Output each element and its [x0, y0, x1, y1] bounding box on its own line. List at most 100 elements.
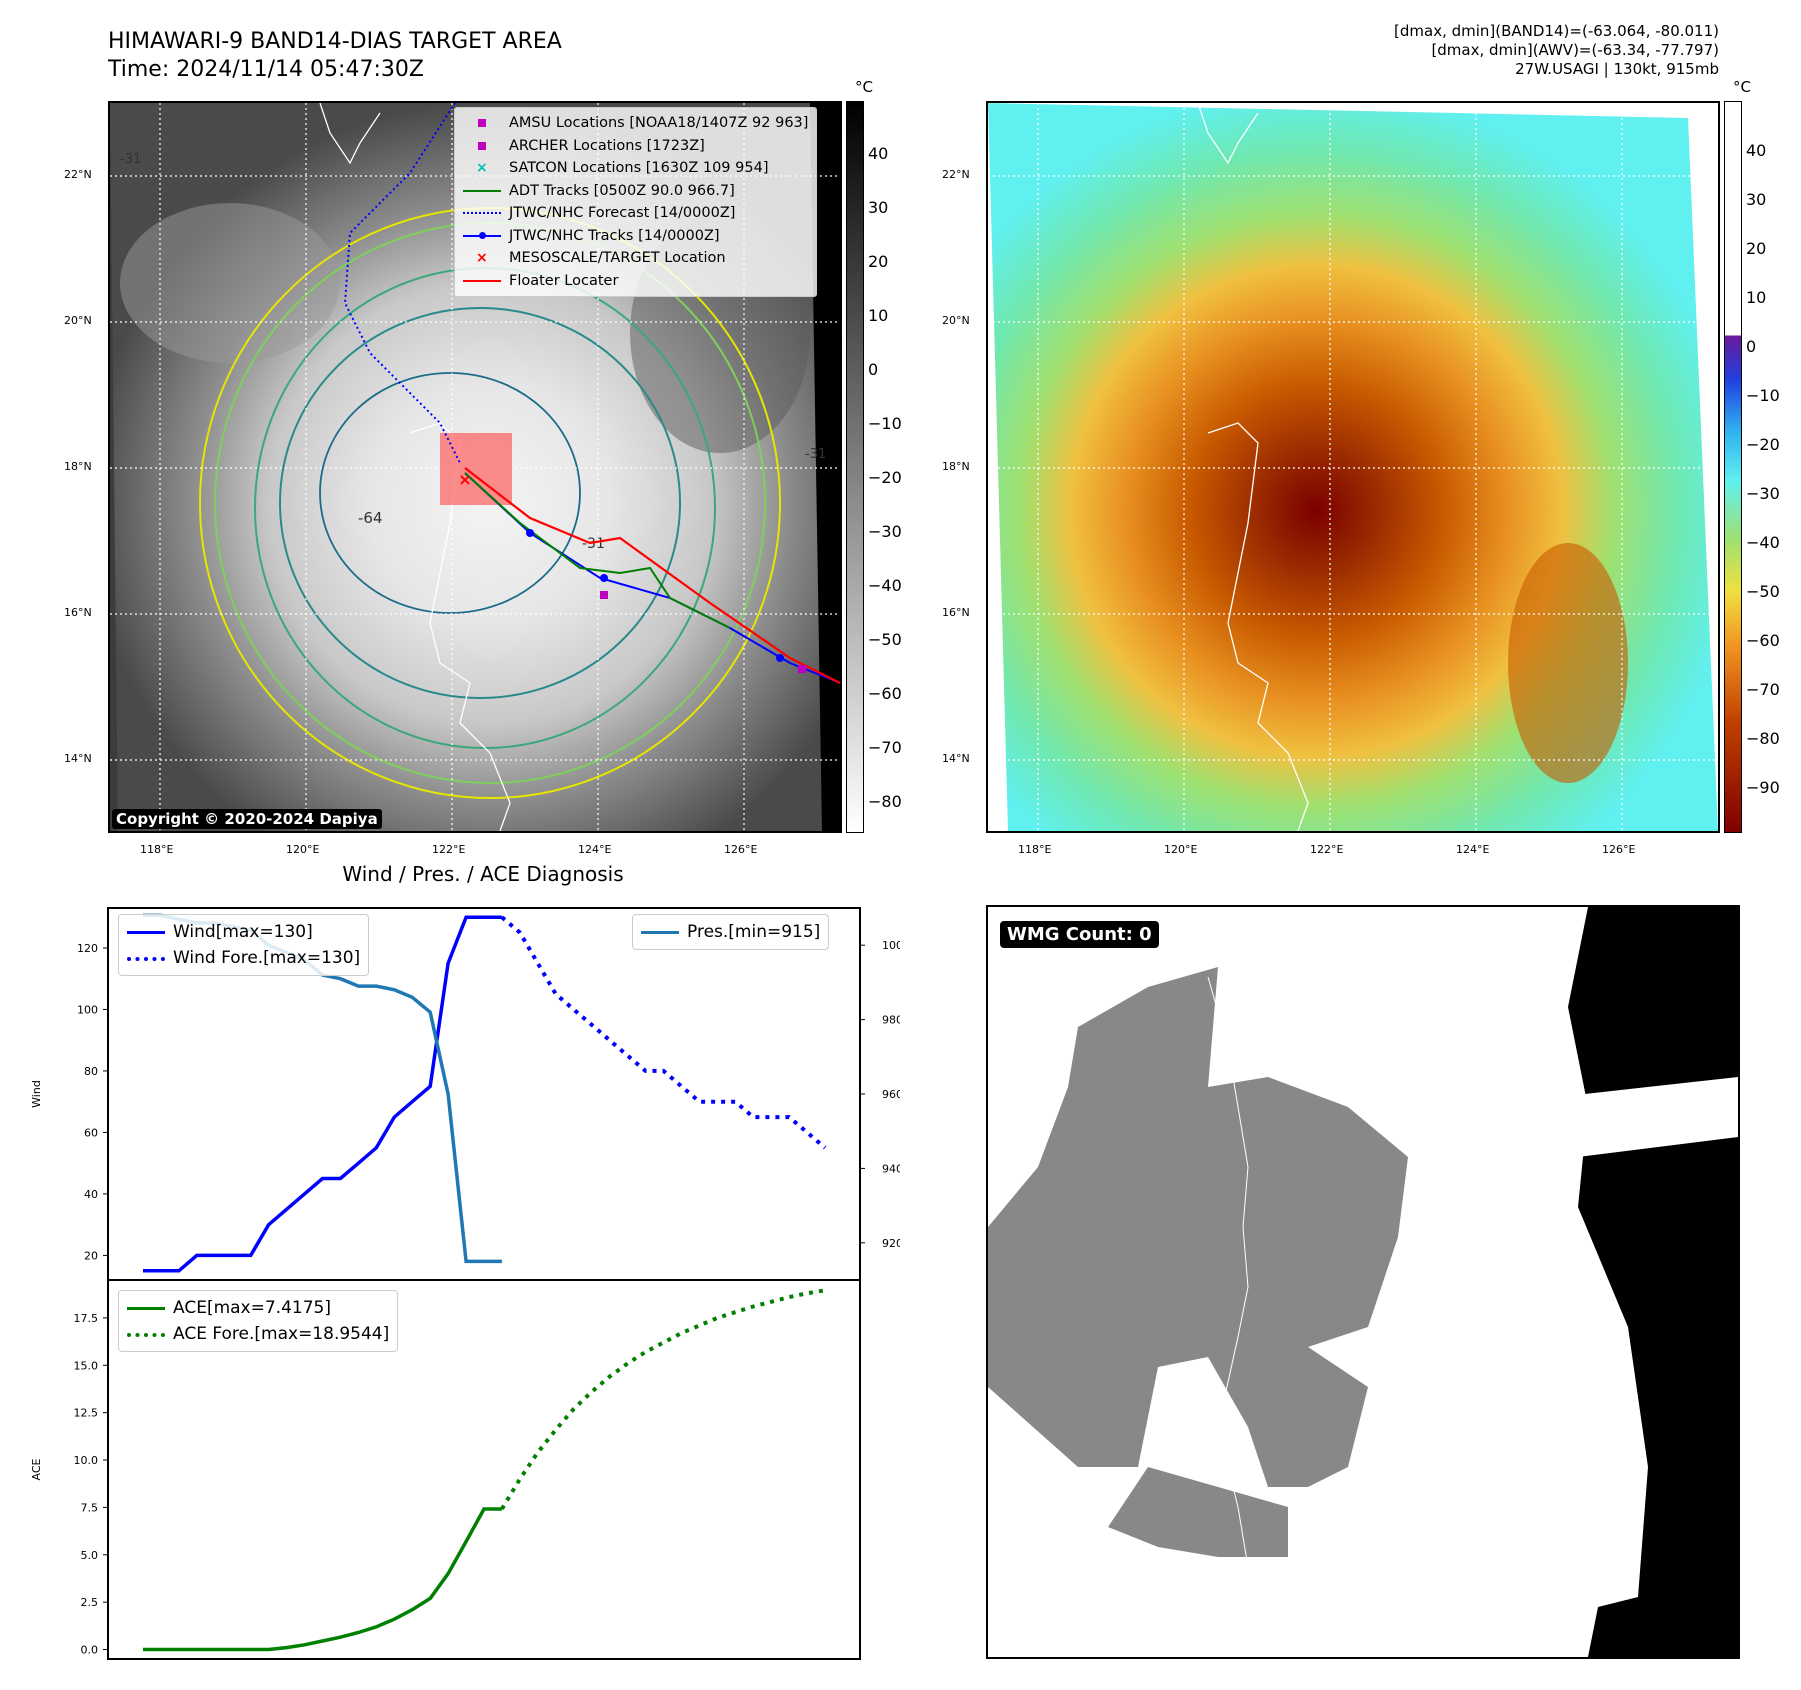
colorbar-tick: 30	[1746, 190, 1767, 209]
colorbar-tick: 20	[868, 252, 889, 271]
adt-track	[464, 472, 731, 629]
legend-item-pressure: Pres.[min=915]	[641, 919, 820, 945]
wmg-count-badge: WMG Count: 0	[1000, 921, 1159, 948]
legend-label: Wind Fore.[max=130]	[173, 948, 361, 968]
x-marker-icon: ×	[476, 250, 488, 267]
colorbar-tick: −50	[1746, 582, 1780, 601]
y-right-tick-label: 980	[882, 1014, 900, 1027]
jtwc-track-point	[526, 529, 534, 537]
lat-label: 16°N	[64, 606, 92, 619]
legend-label: ADT Tracks [0500Z 90.0 966.7]	[509, 182, 735, 199]
line-icon	[127, 1301, 165, 1315]
legend-label: ACE[max=7.4175]	[173, 1298, 331, 1318]
y-right-tick-label: 940	[882, 1162, 900, 1175]
y-tick-label: 60	[84, 1126, 98, 1139]
wmg-gray-region	[1108, 1467, 1288, 1557]
colorbar-tick: 40	[868, 144, 889, 163]
contour-inner	[319, 372, 581, 614]
x-marker-icon: ×	[476, 160, 488, 177]
lat-label: 14°N	[942, 752, 970, 765]
legend-label: JTWC/NHC Tracks [14/0000Z]	[509, 227, 720, 244]
legend-label: Floater Locater	[509, 272, 619, 289]
colorbar-tick: −20	[1746, 435, 1780, 454]
lon-label: 126°E	[724, 843, 758, 856]
legend-item-satcon: × SATCON Locations [1630Z 109 954]	[463, 157, 808, 180]
colorbar-tick: −90	[1746, 778, 1780, 797]
wmg-clear-band	[1558, 1077, 1738, 1157]
legend-item-archer: ARCHER Locations [1723Z]	[463, 135, 808, 158]
y-tick-label: 0.0	[81, 1644, 99, 1657]
map-legend: AMSU Locations [NOAA18/1407Z 92 963] ARC…	[454, 107, 818, 297]
series-line-ace-fore-	[500, 1288, 826, 1511]
colorbar-tick: −80	[1746, 729, 1780, 748]
colorbar-tick: −60	[1746, 631, 1780, 650]
y-tick-label: 80	[84, 1065, 98, 1078]
legend-item-ace: ACE[max=7.4175]	[127, 1295, 389, 1321]
series-line-ace	[143, 1507, 502, 1652]
ir-colorbar-unit: °C	[855, 78, 873, 96]
copyright-badge: Copyright © 2020-2024 Dapiya	[112, 809, 382, 829]
legend-item-adt: ADT Tracks [0500Z 90.0 966.7]	[463, 180, 808, 203]
colorbar-tick: −50	[868, 630, 902, 649]
legend-label: ACE Fore.[max=18.9544]	[173, 1324, 390, 1344]
y-tick-label: 20	[84, 1249, 98, 1262]
dotted-line-icon	[127, 951, 165, 965]
legend-item-mesoscale: × MESOSCALE/TARGET Location	[463, 247, 808, 270]
legend-label: JTWC/NHC Forecast [14/0000Z]	[509, 205, 736, 221]
legend-item-amsu: AMSU Locations [NOAA18/1407Z 92 963]	[463, 112, 808, 135]
y-tick-label: 40	[84, 1188, 98, 1201]
enhanced-map-svg	[988, 103, 1718, 831]
enhanced-map-panel	[986, 101, 1720, 833]
title-line-1: HIMAWARI-9 BAND14-DIAS TARGET AREA	[108, 29, 562, 54]
lon-label: 122°E	[432, 843, 466, 856]
lat-label: 16°N	[942, 606, 970, 619]
colorbar-tick: 40	[1746, 141, 1767, 160]
colorbar-tick: −20	[868, 468, 902, 487]
legend-item-jtwc-tracks: JTWC/NHC Tracks [14/0000Z]	[463, 225, 808, 248]
colorbar-tick: −40	[1746, 533, 1780, 552]
wmg-gray-region	[988, 967, 1408, 1467]
contour-label: -64	[358, 509, 383, 527]
stats-awv: [dmax, dmin](AWV)=(-63.34, -77.797)	[1431, 41, 1719, 59]
legend-item-floater: Floater Locater	[463, 270, 808, 293]
series-line-wind	[143, 915, 502, 1273]
lat-label: 14°N	[64, 752, 92, 765]
ir-colorbar	[846, 101, 864, 833]
target-location-marker: ×	[458, 470, 471, 489]
colorbar-tick: −60	[868, 684, 902, 703]
legend-label: MESOSCALE/TARGET Location	[509, 250, 726, 266]
legend-item-jtwc-forecast: JTWC/NHC Forecast [14/0000Z]	[463, 202, 808, 225]
lon-label: 118°E	[140, 843, 174, 856]
ace-legend: ACE[max=7.4175] ACE Fore.[max=18.9544]	[118, 1290, 399, 1352]
lat-label: 18°N	[64, 460, 92, 473]
stats-band14: [dmax, dmin](BAND14)=(-63.064, -80.011)	[1394, 22, 1719, 40]
legend-label: SATCON Locations [1630Z 109 954]	[509, 160, 769, 176]
wmg-dark-region	[1568, 907, 1738, 1657]
colorbar-tick: −30	[868, 522, 902, 541]
jtwc-forecast-track	[343, 103, 461, 464]
legend-label: ARCHER Locations [1723Z]	[509, 137, 705, 154]
dotted-line-icon	[463, 206, 501, 220]
y-tick-label: 100	[77, 1003, 98, 1016]
contour-label: -31	[582, 536, 605, 552]
colorbar-tick: 10	[868, 306, 889, 325]
y-right-tick-label: 920	[882, 1237, 900, 1250]
wmg-mask-svg	[988, 907, 1738, 1657]
target-area-box	[440, 433, 512, 505]
y-axis-label: Wind	[30, 1080, 43, 1108]
lat-label: 22°N	[64, 168, 92, 181]
legend-item-wind: Wind[max=130]	[127, 919, 360, 945]
colorbar-tick: 20	[1746, 239, 1767, 258]
legend-item-ace-forecast: ACE Fore.[max=18.9544]	[127, 1321, 389, 1347]
colorbar-tick: −30	[1746, 484, 1780, 503]
lon-label: 120°E	[286, 843, 320, 856]
line-icon	[463, 184, 501, 198]
colorbar-tick: 0	[1746, 337, 1757, 356]
cloud-band	[120, 203, 340, 363]
line-icon	[127, 925, 165, 939]
legend-label: Pres.[min=915]	[687, 922, 821, 942]
wmg-gray-region	[1248, 1347, 1368, 1487]
y-tick-label: 10.0	[74, 1454, 99, 1467]
pressure-legend: Pres.[min=915]	[632, 914, 830, 950]
